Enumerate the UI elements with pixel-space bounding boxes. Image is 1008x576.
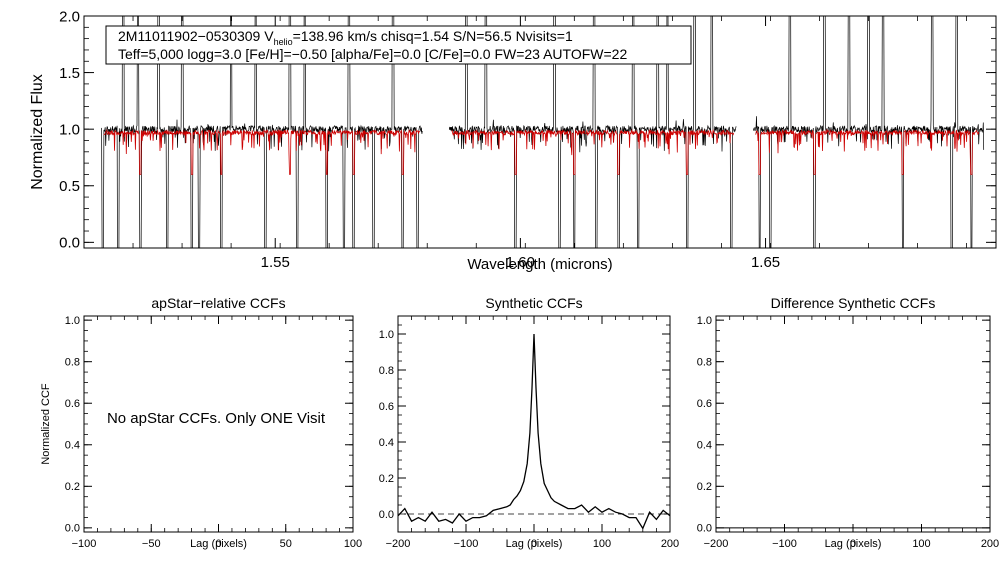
y-tick-label: 0.6	[379, 401, 394, 413]
y-tick-label: 0.2	[379, 473, 394, 485]
x-tick-label: 200	[661, 538, 679, 550]
y-tick-label: 0.0	[379, 509, 394, 521]
x-tick-label: −200	[704, 538, 729, 550]
x-axis-label: Lag (pixels)	[506, 538, 563, 550]
plot-frame	[83, 15, 997, 249]
panel-title: apStar−relative CCFs	[151, 295, 285, 311]
x-axis-label: Lag (pixels)	[825, 538, 882, 550]
y-tick-label: 0.6	[65, 398, 80, 410]
info-line-2: Teff=5,000 logg=3.0 [Fe/H]=−0.50 [alpha/…	[118, 46, 627, 62]
y-tick-label: 0.4	[379, 437, 394, 449]
y-axis-label: Normalized Flux	[29, 74, 46, 190]
x-tick-label: −200	[386, 538, 411, 550]
panel-title: Synthetic CCFs	[485, 295, 582, 311]
x-tick-label: 0	[531, 538, 537, 550]
y-tick-label: 0.2	[697, 481, 712, 493]
x-tick-label: 0	[850, 538, 856, 550]
x-tick-label: −100	[454, 538, 479, 550]
y-tick-label: 1.5	[59, 65, 80, 82]
model-spectrum-line	[103, 128, 980, 175]
y-tick-label: 0.8	[65, 357, 80, 369]
y-tick-label: 0.8	[379, 365, 394, 377]
y-axis-label: Normalized CCF	[40, 383, 52, 465]
y-tick-label: 0.2	[65, 481, 80, 493]
star-id-and-velocity-label: 2M11011902−0530309 V	[118, 28, 274, 44]
apstar-ccf-panel: −100 −50 0 50 100 0.0 0.2 0.4 0.6 0.8 1.0 apStar−re…	[40, 295, 362, 550]
x-tick-label: 1.65	[751, 254, 780, 271]
y-tick-label: 0.0	[59, 235, 80, 252]
synthetic-ccf-panel: −200 −100 0 100 200 0.0 0.2 0.4 0.6 0.8 1.0 Synthet…	[379, 295, 679, 550]
fit-stats: =138.96 km/s chisq=1.54 S/N=56.5 Nvisits…	[293, 28, 573, 44]
spectrum-panel: 1.55 1.60 1.65 0.0 0.5 1.0 1.5 2.0 Wavelength (m…	[29, 8, 997, 273]
synthetic-ccf-line	[397, 333, 671, 530]
y-tick-label: 0.4	[65, 440, 80, 452]
x-tick-label: −100	[772, 538, 797, 550]
x-tick-label: 1.55	[261, 254, 290, 271]
x-tick-label: 100	[593, 538, 611, 550]
y-tick-label: 0.4	[697, 440, 712, 452]
x-tick-label: 100	[344, 538, 362, 550]
panel-title: Difference Synthetic CCFs	[771, 295, 936, 311]
y-tick-label: 1.0	[379, 329, 394, 341]
y-tick-label: 1.0	[65, 315, 80, 327]
x-tick-label: 0	[215, 538, 221, 550]
no-ccf-message: No apStar CCFs. Only ONE Visit	[107, 410, 326, 427]
x-axis-label: Lag (pixels)	[190, 538, 247, 550]
velocity-subscript: helio	[274, 37, 293, 47]
x-tick-label: 50	[280, 538, 292, 550]
y-tick-label: 1.0	[59, 121, 80, 138]
y-tick-label: 0.6	[697, 398, 712, 410]
x-tick-label: 100	[912, 538, 930, 550]
difference-ccf-panel: −200 −100 0 100 200 0.0 0.2 0.4 0.6 0.8 1.0 Differe…	[697, 295, 999, 550]
y-tick-label: 0.5	[59, 178, 80, 195]
y-tick-label: 0.0	[65, 523, 80, 535]
x-tick-label: −100	[72, 538, 97, 550]
x-tick-label: −50	[142, 538, 161, 550]
y-tick-label: 2.0	[59, 8, 80, 25]
spectrum-plot-area	[100, 16, 985, 248]
y-tick-label: 0.8	[697, 357, 712, 369]
info-box	[105, 25, 692, 65]
x-tick-label: 200	[981, 538, 999, 550]
y-tick-label: 0.0	[697, 523, 712, 535]
x-axis-label: Wavelength (microns)	[467, 256, 612, 273]
info-line-1: 2M11011902−0530309 Vhelio=138.96 km/s ch…	[118, 28, 573, 47]
x-tick-label: 1.60	[506, 254, 535, 271]
y-tick-label: 1.0	[697, 315, 712, 327]
